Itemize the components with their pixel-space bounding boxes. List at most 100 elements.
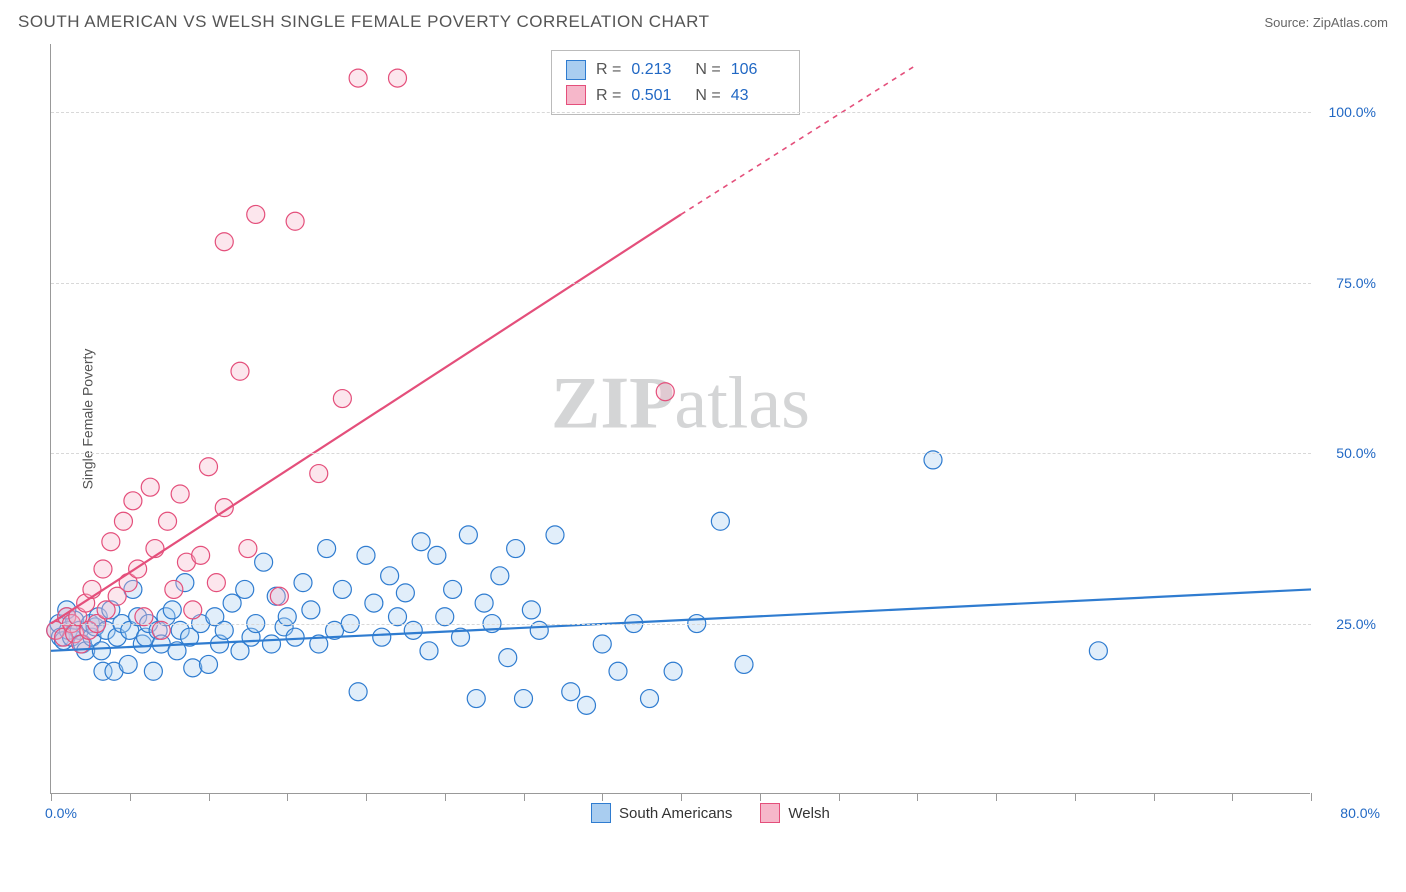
data-point (381, 567, 399, 585)
data-point (507, 540, 525, 558)
data-point (546, 526, 564, 544)
data-point (735, 655, 753, 673)
data-point (349, 69, 367, 87)
data-point (165, 580, 183, 598)
data-point (247, 205, 265, 223)
chart-container: Single Female Poverty ZIPatlas R =0.213N… (50, 44, 1390, 834)
x-tick (1232, 793, 1233, 801)
x-tick (366, 793, 367, 801)
data-point (641, 690, 659, 708)
data-point (200, 458, 218, 476)
x-tick (209, 793, 210, 801)
legend-swatch (566, 60, 586, 80)
y-tick-label: 100.0% (1329, 104, 1376, 120)
y-tick-label: 25.0% (1336, 616, 1376, 632)
data-point (184, 601, 202, 619)
data-point (562, 683, 580, 701)
data-point (656, 383, 674, 401)
x-axis-min-label: 0.0% (45, 805, 77, 821)
data-point (200, 655, 218, 673)
data-point (396, 584, 414, 602)
legend-label: Welsh (788, 805, 829, 822)
legend-row: R = 0.213 N = 106 (566, 57, 785, 83)
x-tick (839, 793, 840, 801)
data-point (444, 580, 462, 598)
data-point (491, 567, 509, 585)
r-label: R = (596, 83, 621, 109)
n-label: N = (695, 83, 720, 109)
data-point (499, 649, 517, 667)
r-label: R = (596, 57, 621, 83)
data-point (711, 512, 729, 530)
data-point (664, 662, 682, 680)
legend-item: South Americans (591, 803, 732, 823)
x-tick (917, 793, 918, 801)
data-point (255, 553, 273, 571)
x-tick (681, 793, 682, 801)
data-point (318, 540, 336, 558)
data-point (207, 574, 225, 592)
y-tick-label: 50.0% (1336, 445, 1376, 461)
data-point (609, 662, 627, 680)
data-point (593, 635, 611, 653)
x-tick (524, 793, 525, 801)
data-point (333, 390, 351, 408)
data-point (349, 683, 367, 701)
data-point (159, 512, 177, 530)
data-point (515, 690, 533, 708)
legend-swatch (566, 85, 586, 105)
correlation-legend: R = 0.213 N = 106 R = 0.501 N = 43 (551, 50, 800, 115)
gridline (51, 112, 1311, 113)
x-tick (445, 793, 446, 801)
legend-item: Welsh (760, 803, 829, 823)
data-point (357, 546, 375, 564)
data-point (114, 512, 132, 530)
data-point (420, 642, 438, 660)
data-point (141, 478, 159, 496)
legend-swatch (760, 803, 780, 823)
x-tick (760, 793, 761, 801)
data-point (286, 212, 304, 230)
data-point (236, 580, 254, 598)
data-point (467, 690, 485, 708)
data-point (365, 594, 383, 612)
x-tick (1311, 793, 1312, 801)
data-point (171, 485, 189, 503)
n-label: N = (695, 57, 720, 83)
data-point (102, 533, 120, 551)
data-point (223, 594, 241, 612)
x-tick (130, 793, 131, 801)
data-point (124, 492, 142, 510)
scatter-svg (51, 44, 1311, 794)
data-point (310, 465, 328, 483)
x-tick (602, 793, 603, 801)
n-value: 106 (731, 57, 785, 83)
data-point (475, 594, 493, 612)
source-link[interactable]: ZipAtlas.com (1313, 15, 1388, 30)
x-tick (996, 793, 997, 801)
data-point (144, 662, 162, 680)
n-value: 43 (731, 83, 785, 109)
legend-row: R = 0.501 N = 43 (566, 83, 785, 109)
x-tick (1075, 793, 1076, 801)
x-tick (1154, 793, 1155, 801)
r-value: 0.213 (631, 57, 685, 83)
data-point (578, 696, 596, 714)
data-point (263, 635, 281, 653)
source-credit: Source: ZipAtlas.com (1264, 15, 1388, 30)
data-point (192, 546, 210, 564)
data-point (294, 574, 312, 592)
plot-area: Single Female Poverty ZIPatlas R =0.213N… (50, 44, 1310, 794)
gridline (51, 283, 1311, 284)
x-tick (287, 793, 288, 801)
data-point (94, 560, 112, 578)
gridline (51, 624, 1311, 625)
r-value: 0.501 (631, 83, 685, 109)
data-point (239, 540, 257, 558)
data-point (373, 628, 391, 646)
data-point (1089, 642, 1107, 660)
data-point (522, 601, 540, 619)
data-point (286, 628, 304, 646)
series-legend: South Americans Welsh (591, 803, 830, 823)
data-point (163, 601, 181, 619)
